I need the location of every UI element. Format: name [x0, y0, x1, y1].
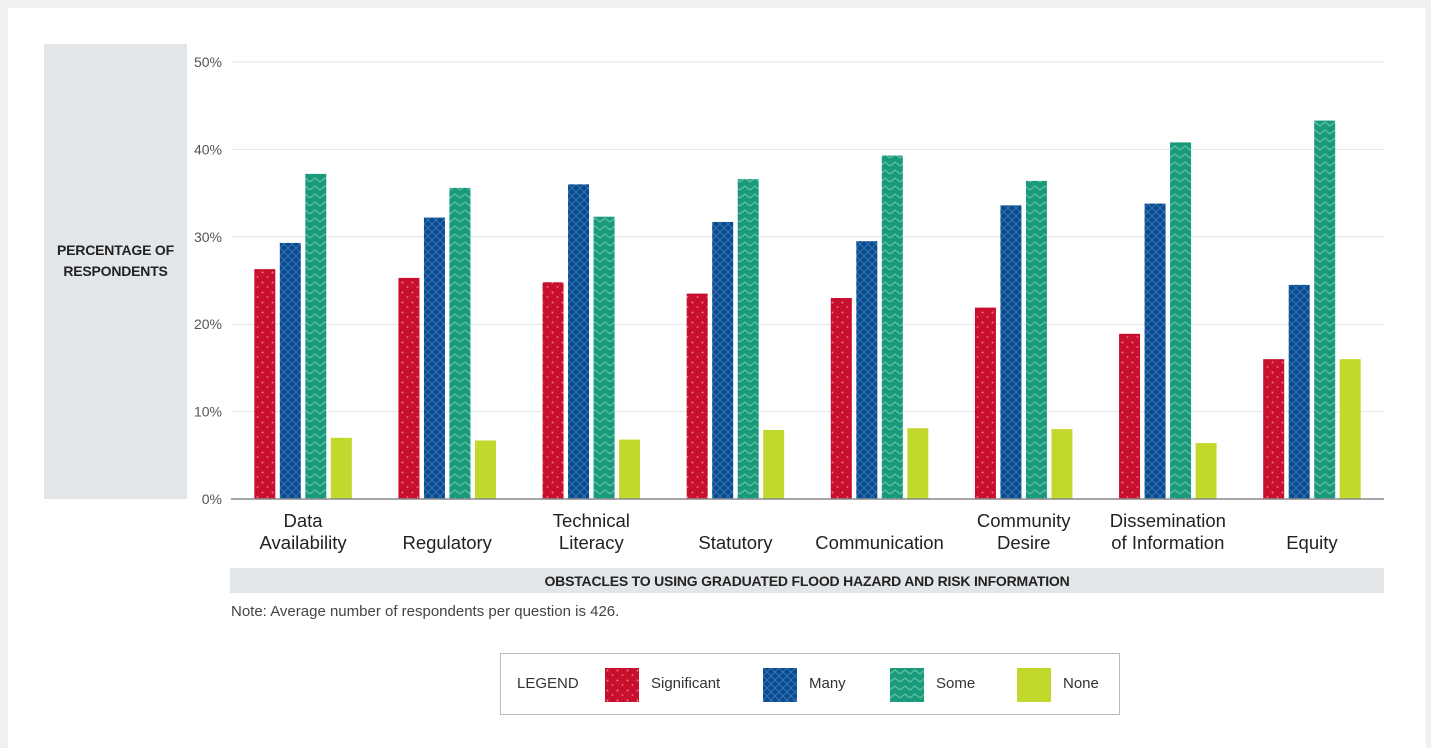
bar-many	[279, 242, 301, 499]
legend-swatch-none	[1017, 668, 1051, 702]
bar-significant	[542, 282, 564, 499]
bar-significant	[1119, 333, 1141, 499]
bar-none	[763, 429, 785, 499]
y-tick-label: 20%	[194, 316, 222, 332]
x-axis-label: OBSTACLES TO USING GRADUATED FLOOD HAZAR…	[230, 568, 1384, 593]
y-tick-label: 10%	[194, 404, 222, 420]
bar-some	[593, 216, 615, 499]
legend-title: LEGEND	[517, 675, 579, 692]
y-axis-label-panel	[44, 44, 187, 499]
bar-none	[907, 428, 929, 499]
legend-label: Significant	[651, 675, 721, 692]
bar-none	[1051, 429, 1073, 499]
y-tick-label: 40%	[194, 141, 222, 157]
legend: LEGEND Significant Many Some None	[500, 653, 1120, 715]
bar-many	[856, 241, 878, 500]
bar-none	[619, 439, 641, 499]
bar-many	[1000, 205, 1022, 499]
y-axis-label: PERCENTAGE OF RESPONDENTS	[57, 242, 174, 279]
bar-significant	[398, 277, 420, 499]
x-category-label: Statutory	[698, 532, 773, 553]
bar-significant	[1263, 359, 1285, 499]
bar-significant	[974, 307, 996, 499]
bar-none	[1339, 359, 1361, 499]
bar-none	[474, 440, 496, 499]
legend-swatch-significant	[605, 668, 639, 702]
x-category-label: Dissemination of Information	[1110, 510, 1226, 553]
y-tick-label: 0%	[202, 491, 222, 507]
x-category-labels: Data Availability Regulatory Technical Liter…	[260, 510, 1339, 553]
bar-many	[712, 221, 734, 499]
legend-swatch-some	[890, 668, 924, 702]
bar-many	[568, 184, 590, 500]
grid-lines	[231, 61, 1384, 413]
bar-some	[737, 179, 759, 499]
bar-many	[1144, 203, 1166, 499]
legend-label: None	[1063, 675, 1099, 692]
bar-chart: 0% 10% 20% 30% 40% 50% Data Availability Regula…	[194, 54, 1384, 553]
x-category-label: Data Availability	[260, 510, 348, 553]
bar-significant	[254, 269, 276, 499]
x-category-label: Technical Literacy	[553, 510, 630, 553]
bar-some	[1170, 142, 1192, 499]
bar-none	[1195, 443, 1217, 499]
bar-some	[305, 173, 327, 499]
chart-note: Note: Average number of respondents per …	[231, 603, 620, 620]
bar-significant	[830, 297, 852, 499]
bar-many	[423, 217, 445, 499]
y-tick-label: 50%	[194, 54, 222, 70]
bar-many	[1288, 284, 1310, 499]
bar-some	[1314, 120, 1336, 500]
bar-some	[881, 155, 903, 499]
legend-swatch-many	[763, 668, 797, 702]
x-category-label: Regulatory	[402, 532, 492, 553]
bar-some	[449, 187, 471, 499]
bar-significant	[686, 293, 708, 499]
bar-some	[1025, 180, 1047, 499]
x-category-label: Community Desire	[977, 510, 1071, 553]
bars	[254, 120, 1361, 500]
y-tick-label: 30%	[194, 229, 222, 245]
bar-none	[330, 437, 352, 499]
x-category-label: Communication	[815, 532, 944, 553]
x-category-label: Equity	[1286, 532, 1338, 553]
y-tick-labels: 0% 10% 20% 30% 40% 50%	[194, 54, 222, 507]
legend-label: Some	[936, 675, 976, 692]
legend-label: Many	[809, 675, 846, 692]
